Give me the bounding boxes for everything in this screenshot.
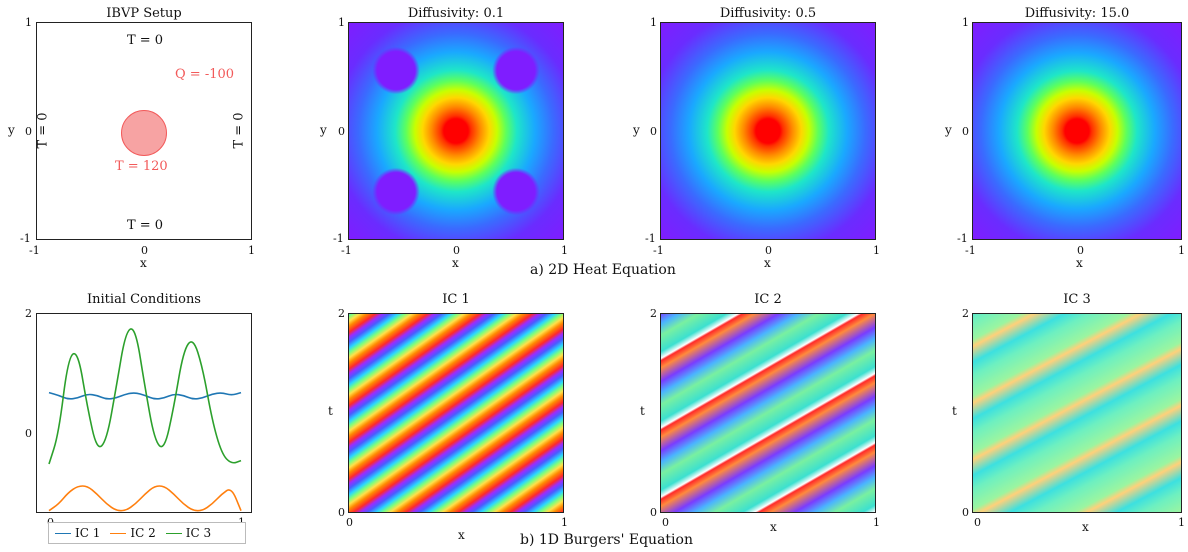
ibvp-xtick-right: 1 [248,244,255,257]
heat3-xtick-right: 1 [1178,244,1185,257]
ibvp-ytick-mid: 0 [25,125,32,138]
b3-xtick-right: 1 [1178,516,1185,529]
legend-item-ic3: IC 3 [165,526,212,540]
legend-label-ic2: IC 2 [130,526,156,540]
heat1-ytick-top: 1 [338,16,345,29]
ibvp-xlabel: x [140,256,147,270]
burgers-caption: b) 1D Burgers' Equation [520,532,693,548]
heat-title-1: Diffusivity: 0.1 [407,6,505,21]
heat2-ytick-bot: -1 [645,232,656,245]
heat-title-2: Diffusivity: 0.5 [719,6,817,21]
heat1-ylabel: y [320,123,327,137]
heat1-xtick-left: -1 [341,244,352,257]
b3-ylabel: t [952,404,957,418]
heat3-xlabel: x [1076,256,1083,270]
heat2-xlabel: x [764,256,771,270]
ibvp-xtick-mid: 0 [141,244,148,257]
ic-ytick-top: 2 [25,307,32,320]
heat1-xtick-mid: 0 [453,244,460,257]
ibvp-title: IBVP Setup [106,6,182,21]
ic-plot-area [36,313,252,513]
b2-ytick-bot: 0 [650,506,657,519]
ibvp-ylabel: y [8,123,15,137]
ic-ytick-zero: 0 [25,427,32,440]
b2-xlabel: x [770,520,777,534]
b3-ytick-bot: 0 [962,506,969,519]
ibvp-source-temp: T = 120 [115,159,168,174]
b2-ytick-top: 2 [650,307,657,320]
ic-chart-title: Initial Conditions [87,292,201,307]
b1-ylabel: t [328,404,333,418]
heat2-xtick-left: -1 [653,244,664,257]
heat-plot-2 [660,22,876,240]
heat-caption: a) 2D Heat Equation [530,262,676,278]
heat3-ytick-mid: 0 [962,125,969,138]
ic-series-line-1 [48,391,242,400]
b2-ylabel: t [640,404,645,418]
heat-plot-1 [348,22,564,240]
burgers-plot-3 [972,313,1182,513]
heat3-xtick-left: -1 [965,244,976,257]
heat1-ytick-bot: -1 [333,232,344,245]
b3-ytick-top: 2 [962,307,969,320]
heat2-xtick-mid: 0 [765,244,772,257]
ibvp-bottom-bc: T = 0 [126,218,164,233]
ic-legend: IC 1 IC 2 IC 3 [48,522,246,544]
legend-swatch-ic1 [55,532,71,534]
heat3-ytick-top: 1 [962,16,969,29]
ibvp-source-flux: Q = -100 [175,67,235,82]
ic-series-line-3 [48,328,242,465]
b1-ytick-top: 2 [338,307,345,320]
ibvp-right-bc: T = 0 [231,112,247,149]
ibvp-left-bc: T = 0 [36,112,51,149]
burgers-plot-2 [660,313,876,513]
legend-swatch-ic3 [165,532,182,534]
b2-xtick-right: 1 [873,516,880,529]
heat3-ytick-bot: -1 [957,232,968,245]
heat3-ylabel: y [945,123,952,137]
b2-xtick-left: 0 [662,516,669,529]
ibvp-ytick-bot: -1 [20,232,31,245]
burgers-title-2: IC 2 [754,292,782,307]
b3-xtick-left: 0 [974,516,981,529]
heat1-xlabel: x [452,256,459,270]
ibvp-xtick-left: -1 [29,244,40,257]
legend-label-ic3: IC 3 [185,526,212,540]
ic-series-line-2 [48,485,242,512]
ibvp-plot-area: T = 0 T = 0 T = 0 T = 0 T = 120 Q = -100 [36,22,252,240]
ic-line-chart [48,328,242,512]
heat3-xtick-mid: 0 [1077,244,1084,257]
heat-title-3: Diffusivity: 15.0 [1024,6,1130,21]
heat-plot-3 [972,22,1182,240]
ibvp-ytick-top: 1 [25,16,32,29]
legend-label-ic1: IC 1 [75,526,101,540]
burgers-title-3: IC 3 [1063,292,1091,307]
legend-item-ic2: IC 2 [110,526,156,540]
b1-xlabel: x [458,528,465,542]
heat1-xtick-right: 1 [561,244,568,257]
legend-item-ic1: IC 1 [55,526,100,540]
legend-swatch-ic2 [110,532,127,534]
heat-source-disk [121,110,167,156]
heat2-ylabel: y [633,123,640,137]
heat1-ytick-mid: 0 [338,125,345,138]
b1-ytick-bot: 0 [338,506,345,519]
heat2-xtick-right: 1 [873,244,880,257]
b3-xlabel: x [1082,520,1089,534]
b1-xtick-left: 0 [346,516,353,529]
heat2-ytick-mid: 0 [650,125,657,138]
b1-xtick-right: 1 [561,516,568,529]
burgers-plot-1 [348,313,564,513]
ibvp-top-bc: T = 0 [126,33,164,48]
burgers-title-1: IC 1 [442,292,470,307]
heat2-ytick-top: 1 [650,16,657,29]
